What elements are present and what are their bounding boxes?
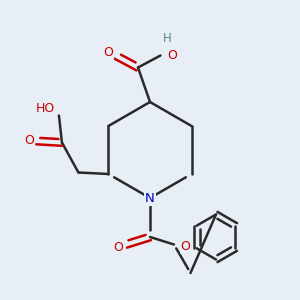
- Text: O: O: [103, 46, 113, 59]
- Text: N: N: [145, 191, 155, 205]
- Text: O: O: [181, 239, 190, 253]
- Text: O: O: [167, 49, 177, 62]
- Text: O: O: [24, 134, 34, 148]
- Text: H: H: [163, 32, 172, 46]
- Text: HO: HO: [36, 101, 55, 115]
- Text: O: O: [114, 241, 123, 254]
